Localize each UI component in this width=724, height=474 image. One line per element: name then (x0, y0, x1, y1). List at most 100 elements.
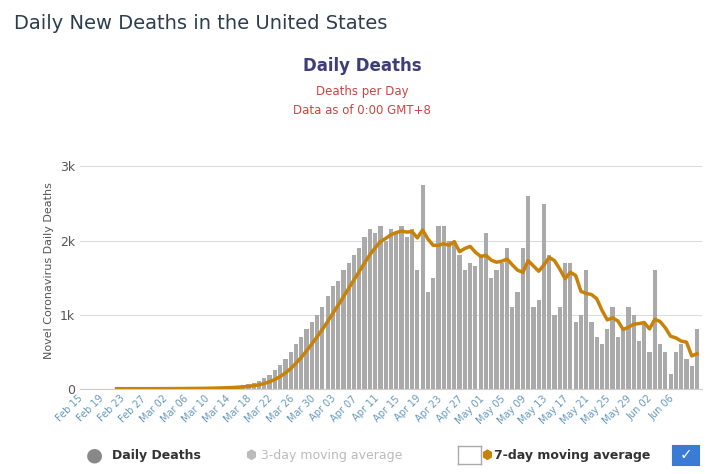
Bar (494, 270, 499, 389)
Bar (479, 255, 483, 389)
Bar (578, 315, 583, 389)
Bar (405, 237, 409, 389)
Bar (209, 388, 214, 389)
Bar (384, 241, 388, 389)
Bar (225, 387, 230, 389)
Bar (357, 248, 361, 389)
Bar (589, 322, 594, 389)
Text: Deaths per Day: Deaths per Day (316, 85, 408, 98)
Bar (310, 322, 314, 389)
Bar (257, 381, 261, 389)
Bar (463, 270, 467, 389)
Y-axis label: Novel Coronavirus Daily Deaths: Novel Coronavirus Daily Deaths (44, 182, 54, 359)
Bar (642, 322, 647, 389)
Bar (299, 337, 303, 389)
Bar (304, 329, 308, 389)
Bar (363, 237, 366, 389)
Bar (283, 359, 287, 389)
Bar (447, 241, 451, 389)
Bar (368, 229, 372, 389)
Bar (584, 270, 589, 389)
Bar (416, 270, 419, 389)
Bar (510, 307, 515, 389)
Text: ⬢: ⬢ (481, 448, 492, 462)
Bar (199, 388, 203, 389)
Bar (379, 226, 382, 389)
Bar (389, 229, 393, 389)
Bar (690, 366, 694, 389)
Bar (521, 248, 525, 389)
Bar (442, 226, 446, 389)
Bar (410, 229, 414, 389)
Bar (341, 270, 345, 389)
Bar (431, 278, 435, 389)
Text: ✓: ✓ (679, 447, 692, 462)
Bar (600, 344, 604, 389)
Bar (331, 286, 335, 389)
Bar (278, 365, 282, 389)
Bar (557, 307, 562, 389)
Bar (684, 359, 689, 389)
Bar (621, 329, 626, 389)
Bar (373, 233, 377, 389)
Bar (452, 244, 456, 389)
Bar (515, 292, 520, 389)
Bar (615, 337, 620, 389)
Bar (652, 270, 657, 389)
Bar (230, 387, 235, 389)
Bar (531, 307, 536, 389)
Bar (468, 263, 472, 389)
Text: 7-day moving average: 7-day moving average (494, 448, 650, 462)
Bar (326, 296, 329, 389)
Bar (605, 329, 610, 389)
Bar (236, 386, 240, 389)
Bar (473, 266, 478, 389)
Bar (637, 340, 641, 389)
Bar (437, 226, 441, 389)
Text: Data as of 0:00 GMT+8: Data as of 0:00 GMT+8 (293, 104, 431, 117)
Bar (695, 329, 699, 389)
Bar (320, 307, 324, 389)
Bar (563, 263, 567, 389)
Bar (489, 278, 493, 389)
Bar (505, 248, 509, 389)
Bar (594, 337, 599, 389)
Bar (347, 263, 351, 389)
Bar (658, 344, 662, 389)
Bar (674, 352, 678, 389)
Bar (273, 370, 277, 389)
Bar (647, 352, 652, 389)
Bar (352, 255, 356, 389)
Bar (500, 263, 504, 389)
Bar (267, 374, 272, 389)
Bar (426, 292, 430, 389)
Text: Daily New Deaths in the United States: Daily New Deaths in the United States (14, 14, 388, 33)
Bar (568, 263, 573, 389)
Bar (262, 378, 266, 389)
Bar (289, 352, 292, 389)
Bar (400, 226, 403, 389)
Bar (394, 233, 398, 389)
Bar (542, 203, 546, 389)
Bar (294, 344, 298, 389)
Bar (421, 185, 425, 389)
Bar (626, 307, 631, 389)
Bar (668, 374, 673, 389)
Bar (215, 388, 219, 389)
Bar (336, 281, 340, 389)
Text: Daily Deaths: Daily Deaths (112, 448, 201, 462)
Bar (610, 307, 615, 389)
Bar (547, 255, 552, 389)
Bar (663, 352, 668, 389)
Bar (458, 255, 462, 389)
Bar (552, 315, 557, 389)
Bar (526, 196, 530, 389)
Bar (220, 387, 224, 389)
Bar (241, 385, 245, 389)
Bar (252, 383, 256, 389)
Text: ●: ● (85, 446, 103, 465)
Text: ⬢ 3-day moving average: ⬢ 3-day moving average (246, 448, 403, 462)
Text: Daily Deaths: Daily Deaths (303, 57, 421, 75)
Bar (573, 322, 578, 389)
Bar (536, 300, 541, 389)
